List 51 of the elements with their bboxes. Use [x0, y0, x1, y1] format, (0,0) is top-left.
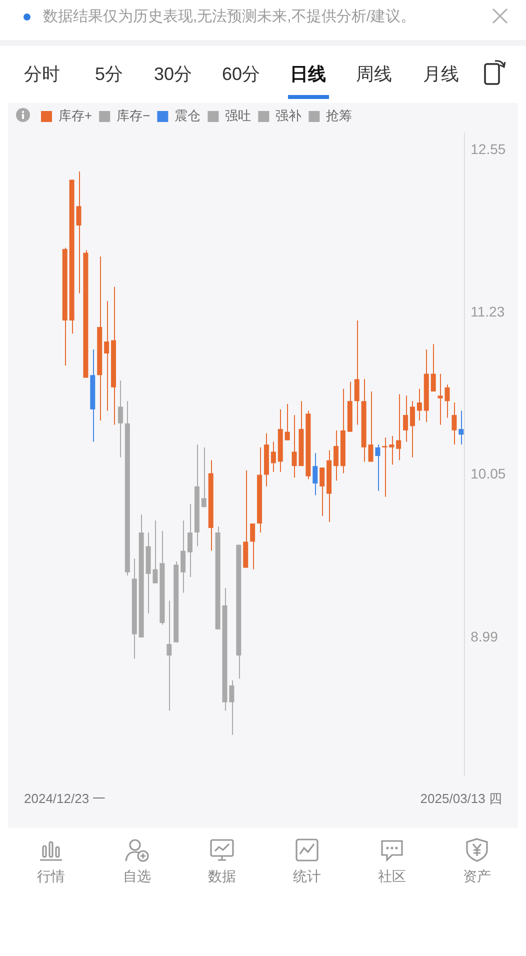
candlestick: [284, 403, 290, 441]
text: 周线: [356, 63, 392, 86]
y-tick-label: 10.05: [470, 466, 506, 482]
y-tick-label: 12.55: [470, 141, 506, 158]
text: 30分: [154, 63, 192, 86]
text: 数据结果仅为历史表现,无法预测未来,不提供分析/建议。: [43, 7, 416, 26]
legend-label: 抢筹: [326, 108, 352, 124]
candlestick: [368, 390, 374, 462]
text: 社区: [378, 868, 406, 886]
candlestick: [396, 394, 402, 461]
candlestick: [458, 410, 464, 446]
text: 自选: [123, 868, 151, 886]
x-tick-label: 2025/03/13 四: [420, 790, 502, 806]
candlestick: [320, 467, 325, 517]
y-tick-label: 8.99: [470, 628, 498, 644]
candlestick: [250, 523, 256, 570]
candlestick: [270, 441, 276, 472]
candlestick: [416, 388, 422, 422]
legend-label: 震仓: [174, 108, 201, 124]
candlestick: [452, 402, 457, 446]
candlestick: [410, 400, 415, 458]
text: 日线: [290, 63, 326, 86]
candlestick: [180, 520, 186, 594]
candlestick: [201, 446, 206, 508]
candlestick: [430, 344, 436, 392]
candlestick: [389, 436, 394, 466]
candlestick: [166, 600, 172, 712]
text: 分时: [24, 63, 60, 86]
candlestick: [382, 436, 388, 498]
candlestick: [76, 170, 82, 294]
legend-label: 库存+: [58, 108, 92, 124]
text: 数据: [208, 868, 236, 886]
text: 统计: [293, 868, 321, 886]
legend-label: 强补: [276, 108, 302, 124]
candlestick: [375, 444, 380, 492]
candlestick: [187, 504, 192, 578]
candlestick: [104, 300, 110, 412]
x-tick-label: 2024/12/23 一: [24, 790, 106, 806]
y-tick-label: 11.23: [470, 303, 505, 320]
candlestick: [334, 430, 339, 482]
candlestick: [403, 395, 408, 442]
candlestick: [312, 452, 318, 496]
text: 月线: [423, 63, 459, 86]
text: 60分: [222, 63, 260, 86]
text: 行情: [37, 868, 65, 886]
legend-label: 库存−: [116, 108, 150, 124]
candlestick: [354, 320, 360, 426]
text: 资产: [463, 868, 491, 886]
candlestick: [118, 380, 123, 458]
legend-label: 强吐: [225, 108, 252, 124]
text: 5分: [94, 63, 124, 86]
